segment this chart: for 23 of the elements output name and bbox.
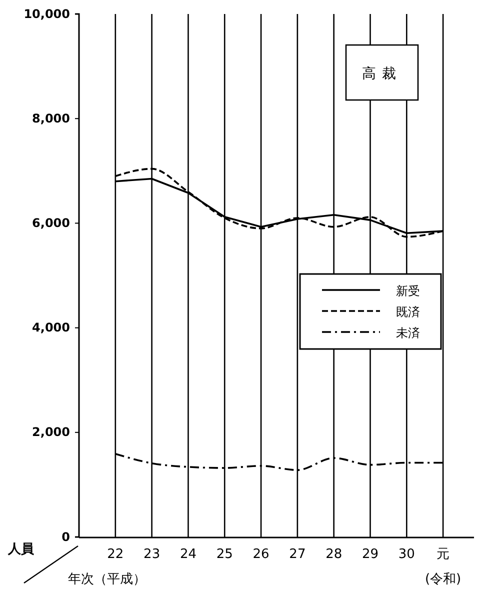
x-tick-label: 23 [144, 547, 160, 562]
y-tick-label: 2,000 [32, 425, 70, 440]
y-tick-label: 6,000 [32, 216, 70, 230]
x-tick-label: 24 [180, 547, 196, 562]
legend-label: 未済 [396, 326, 420, 340]
legend-label: 既済 [396, 305, 420, 319]
x-tick-label: 元 [436, 547, 450, 562]
x-tick-label: 28 [326, 547, 342, 562]
y-tick-label: 4,000 [32, 320, 70, 335]
x-tick-label: 22 [107, 547, 124, 562]
x-tick-label: 26 [252, 547, 270, 562]
x-axis-title: 年次（平成） [68, 572, 146, 587]
y-tick-label: 10,000 [24, 6, 70, 21]
y-axis-title: 人員 [7, 542, 35, 557]
text: (令和) [424, 572, 462, 587]
x-tick-label: 25 [216, 547, 233, 562]
title-frame: 高裁 [345, 44, 419, 101]
x-tick-label: 29 [362, 547, 379, 562]
legend-label: 新受 [396, 284, 420, 298]
x-tick-label: 27 [289, 547, 306, 562]
x-tick-label: 30 [398, 547, 415, 562]
y-tick-label: 0 [62, 530, 70, 544]
y-tick-label: 8,000 [32, 111, 70, 126]
